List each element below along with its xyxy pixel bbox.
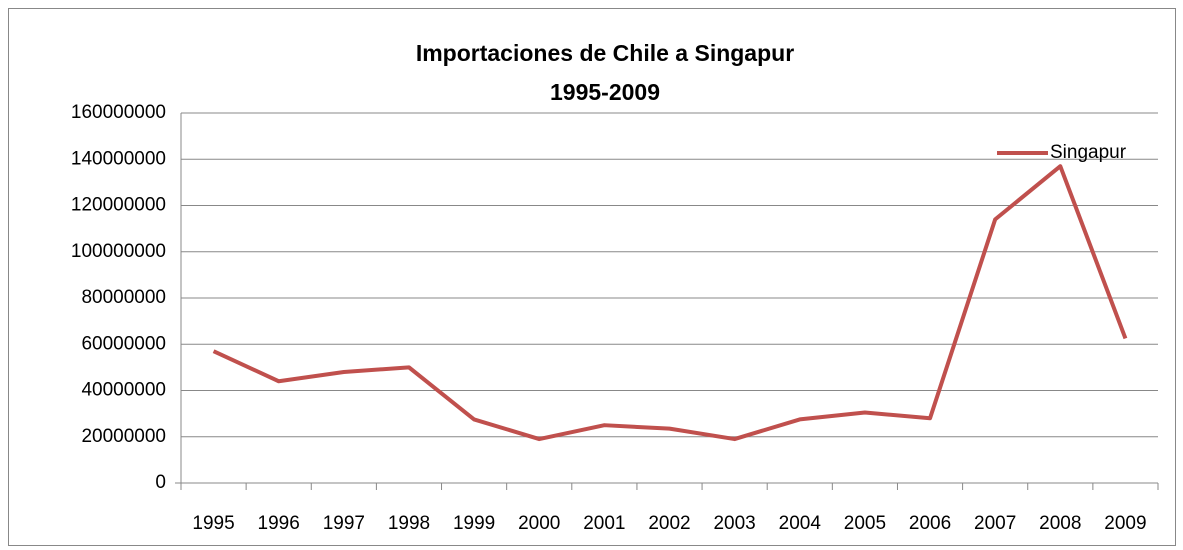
x-tick-label: 2002 (648, 513, 690, 534)
y-tick-label: 120000000 (71, 195, 166, 216)
x-tick-label: 2009 (1104, 513, 1146, 534)
legend-label: Singapur (1050, 142, 1127, 163)
y-tick-label: 40000000 (81, 380, 166, 401)
x-tick-label: 1995 (192, 513, 234, 534)
y-tick-label: 100000000 (71, 241, 166, 262)
x-tick-label: 2005 (844, 513, 886, 534)
x-tick-label: 2007 (974, 513, 1016, 534)
y-tick-label: 0 (155, 472, 166, 493)
x-tick-label: 1998 (388, 513, 430, 534)
x-tick-label: 2004 (779, 513, 822, 534)
y-tick-label: 60000000 (81, 333, 166, 354)
x-tick-label: 2001 (583, 513, 625, 534)
x-tick-label: 1996 (258, 513, 300, 534)
x-tick-label: 1999 (453, 513, 495, 534)
x-tick-label: 2000 (518, 513, 560, 534)
y-tick-label: 20000000 (81, 426, 166, 447)
x-tick-label: 2003 (713, 513, 755, 534)
x-tick-label: 1997 (323, 513, 365, 534)
y-tick-label: 140000000 (71, 148, 166, 169)
x-tick-label: 2008 (1039, 513, 1081, 534)
chart-title: Importaciones de Chile a Singapur (416, 40, 794, 66)
x-tick-label: 2006 (909, 513, 951, 534)
y-tick-label: 160000000 (71, 102, 166, 123)
chart-title: 1995-2009 (550, 79, 660, 105)
y-tick-label: 80000000 (81, 287, 166, 308)
chart-border (8, 8, 1176, 546)
series-line (212, 164, 1128, 442)
